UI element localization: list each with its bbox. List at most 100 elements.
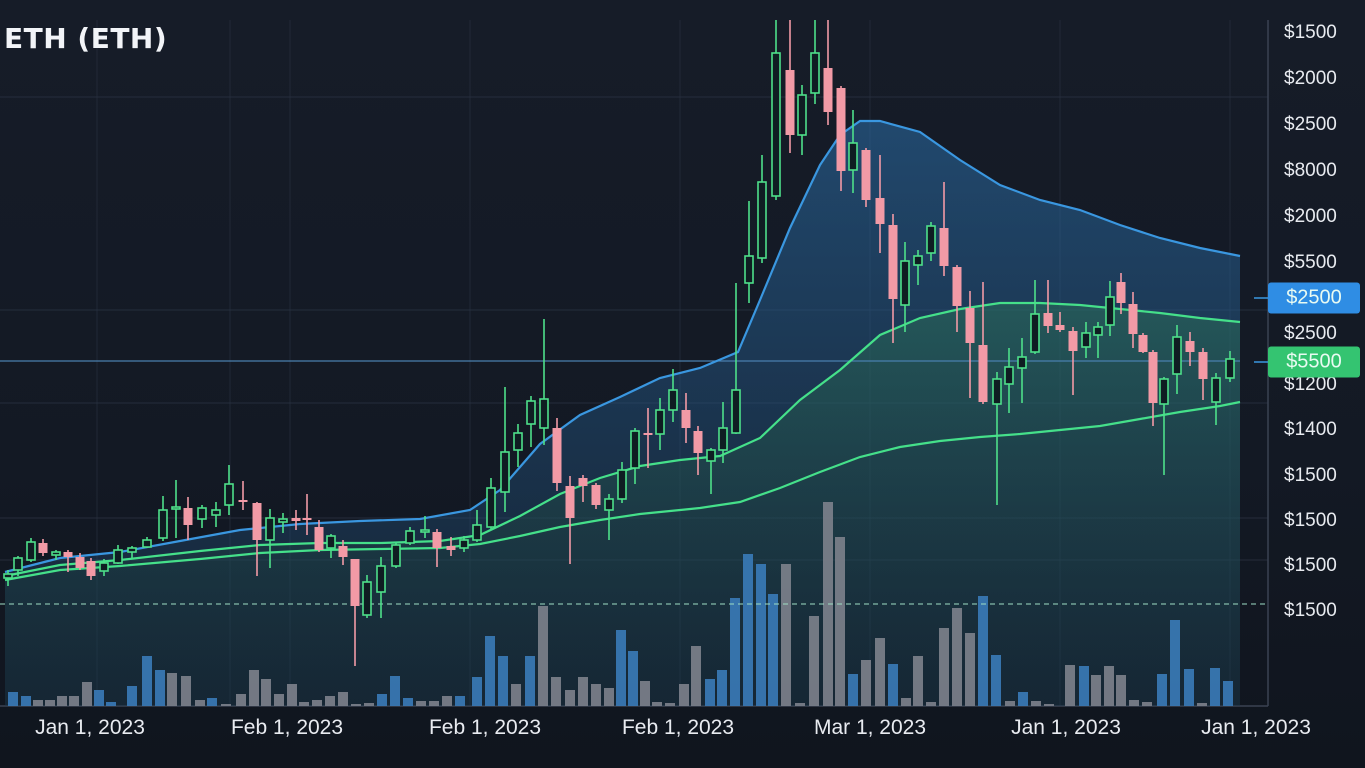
candle [158,496,168,541]
volume-bar [628,651,638,706]
upper-band-price-tag: $2500 [1268,282,1360,314]
candle [75,553,85,570]
y-axis-label: $8000 [1284,160,1337,181]
volume-bar [640,681,650,706]
volume-bar [1018,692,1028,706]
candle [681,393,691,443]
volume-bar [299,702,309,706]
candle [655,398,665,450]
candle [338,540,348,565]
page-title: ETH (ETH) [4,22,168,55]
volume-bar [730,598,740,706]
x-axis-label: Jan 1, 2023 [1201,716,1311,739]
candle [797,85,807,155]
candle [771,20,781,200]
candle [875,155,885,253]
volume-bar [913,656,923,706]
candle [1068,327,1078,395]
volume-bar [69,696,79,706]
candle [472,510,482,542]
volume-bar [578,677,588,706]
candle [706,448,716,494]
candle [823,20,833,125]
volume-bar [1223,681,1233,706]
volume-bar [717,670,727,706]
candle [291,510,301,530]
candle [900,242,910,332]
candle [630,428,640,484]
volume-bar [127,686,137,706]
volume-bar [142,656,152,706]
candle [810,20,820,104]
candle [142,537,152,548]
band-lines [0,119,1268,605]
volume-bar [1184,669,1194,706]
volume-bar [1170,620,1180,706]
candle [314,520,324,552]
candle [836,86,846,191]
volume-bar [939,628,949,706]
candle [432,529,442,567]
volume-bar [861,660,871,706]
x-axis-label: Jan 1, 2023 [1011,716,1121,739]
volume-bar [274,694,284,706]
x-axis-label: Feb 1, 2023 [428,716,542,739]
volume-bar [312,700,322,706]
candle [326,534,336,558]
candle [1185,332,1195,366]
volume-bar [485,636,495,706]
candle [362,575,372,618]
candle [446,537,456,556]
volume-bar [364,703,374,706]
candle [565,476,575,564]
candle [744,201,754,303]
volume-bar [616,630,626,706]
candle [939,182,949,276]
volume-bar [236,694,246,706]
volume-bar [538,606,548,706]
volume-bar [1197,703,1207,706]
volume-bar [1065,665,1075,706]
candlesticks [3,20,1235,666]
y-axis-label: $5500 [1284,252,1337,273]
y-axis-label: $1500 [1284,555,1337,576]
candle [391,543,401,568]
candle [643,408,653,468]
y-axis-label: $2000 [1284,206,1337,227]
candle [926,222,936,261]
candle [1081,322,1091,358]
y-axis-label: $2500 [1284,114,1337,135]
volume-bar [835,537,845,706]
candle [1105,281,1115,336]
volume-bar [195,700,205,706]
candle [888,214,898,343]
volume-bar [565,690,575,706]
volume-bar [351,704,361,706]
y-axis-label: $1500 [1284,600,1337,621]
volume-bar [338,692,348,706]
candle [757,155,767,263]
candle [1004,348,1014,413]
candle [405,527,415,545]
volume-bar [249,670,259,706]
candle [1148,350,1158,426]
candle [86,558,96,580]
candle [965,291,975,398]
candle [26,538,36,562]
volume-bar [442,696,452,706]
volume-bar [429,701,439,706]
candle [376,557,386,618]
x-axis-label: Feb 1, 2023 [621,716,735,739]
volume-bar [1129,700,1139,706]
volume-bar [809,616,819,706]
candle [127,546,137,558]
volume-bar [795,703,805,706]
candle [539,319,549,445]
y-axis-label: $2500 [1284,323,1337,344]
candle [604,494,614,540]
volume-bar [390,676,400,706]
volume-bar [525,656,535,706]
x-axis-label: Feb 1, 2023 [230,716,344,739]
